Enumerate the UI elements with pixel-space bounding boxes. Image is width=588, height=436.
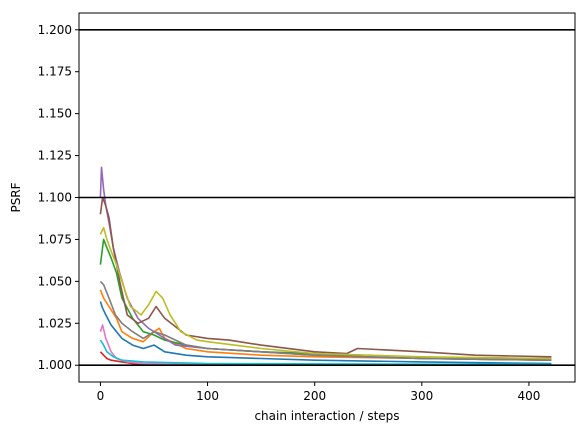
plot-area <box>78 12 576 383</box>
y-tick-label: 1.025 <box>38 316 72 330</box>
x-tick-label: 0 <box>97 389 105 403</box>
series-layer <box>99 166 552 366</box>
series-line-2 <box>99 289 552 361</box>
y-tick-label: 1.100 <box>38 191 72 205</box>
y-tick-label: 1.150 <box>38 107 72 121</box>
x-axis-label: chain interaction / steps <box>254 409 399 423</box>
series-line-5 <box>99 166 552 360</box>
x-tick-label: 100 <box>196 389 219 403</box>
y-tick-label: 1.175 <box>38 65 72 79</box>
reference-lines <box>79 28 575 367</box>
series-line-1 <box>99 301 552 365</box>
series-line-6 <box>99 196 552 358</box>
x-tick-label: 300 <box>410 389 433 403</box>
y-axis-ticks: 1.000 1.025 1.050 1.075 1.100 1.125 1.150 1.175… <box>38 23 79 372</box>
series-line-8 <box>99 280 552 361</box>
series-line-9 <box>99 226 552 360</box>
series-line-10 <box>99 339 552 366</box>
y-axis-label: PSRF <box>9 182 23 212</box>
x-axis-ticks: 0 100 200 300 400 <box>97 382 540 403</box>
x-tick-label: 200 <box>303 389 326 403</box>
y-tick-label: 1.125 <box>38 149 72 163</box>
series-line-3 <box>99 238 552 361</box>
y-tick-label: 1.075 <box>38 232 72 246</box>
y-tick-label: 1.200 <box>38 23 72 37</box>
y-tick-label: 1.050 <box>38 274 72 288</box>
y-tick-label: 1.000 <box>38 358 72 372</box>
x-tick-label: 400 <box>517 389 540 403</box>
